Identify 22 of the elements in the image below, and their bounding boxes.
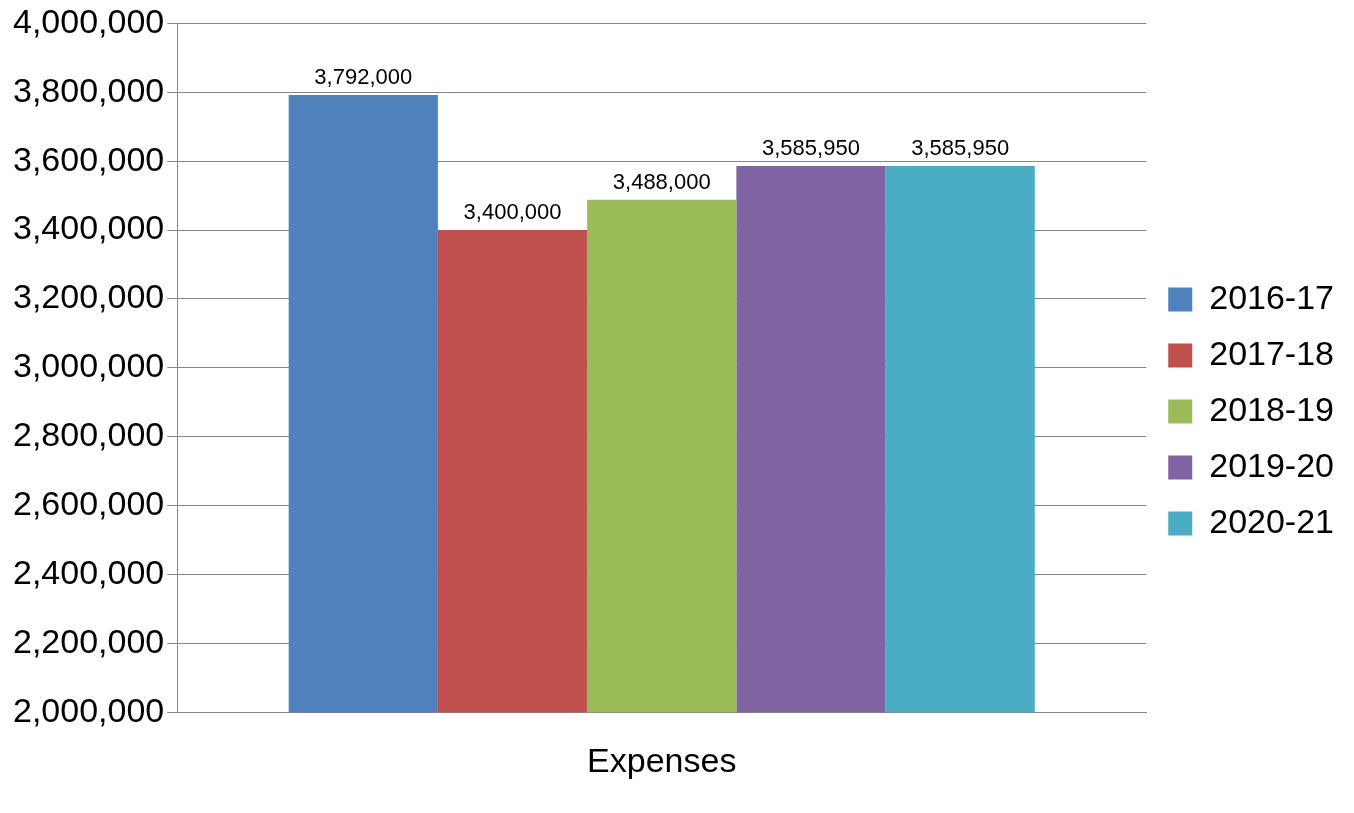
y-tick-label: 2,600,000 — [12, 483, 165, 522]
y-tick-label: 2,200,000 — [12, 621, 165, 660]
y-tick-label: 4,000,000 — [12, 1, 165, 40]
y-tick-label: 2,000,000 — [12, 690, 165, 729]
data-label: 3,400,000 — [463, 199, 562, 225]
legend-label: 2017-18 — [1209, 333, 1334, 372]
y-tick-label: 3,400,000 — [12, 208, 165, 247]
data-label: 3,792,000 — [314, 64, 413, 90]
y-tick-label: 3,200,000 — [12, 277, 165, 316]
y-tick-label: 2,400,000 — [12, 552, 165, 591]
legend-label: 2020-21 — [1209, 501, 1334, 540]
data-label: 3,488,000 — [612, 168, 711, 194]
data-label: 3,585,950 — [762, 135, 860, 161]
y-tick-label: 3,600,000 — [12, 139, 165, 178]
y-tick-label: 3,000,000 — [12, 346, 165, 385]
data-label: 3,585,950 — [911, 135, 1010, 161]
legend-label: 2019-20 — [1209, 445, 1334, 484]
y-tick-label: 2,800,000 — [12, 415, 165, 454]
x-tick-label: Expenses — [587, 740, 737, 779]
legend-label: 2018-19 — [1209, 389, 1334, 428]
legend-label: 2016-17 — [1209, 277, 1334, 316]
y-tick-label: 3,800,000 — [12, 70, 165, 109]
